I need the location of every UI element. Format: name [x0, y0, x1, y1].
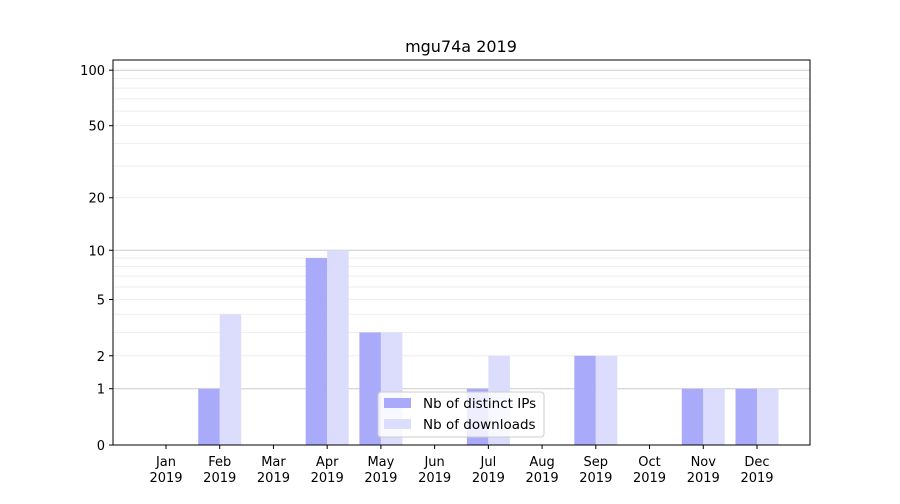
bar-downloads-sep	[595, 355, 618, 445]
x-tick-label-year: 2019	[687, 471, 720, 486]
legend-box	[377, 391, 545, 438]
y-tick-label: 2	[97, 350, 105, 365]
x-tick-label: Apr	[316, 455, 339, 470]
grid	[113, 69, 810, 390]
x-tick-label: Nov	[691, 455, 717, 470]
y-tick-label: 50	[88, 120, 105, 135]
x-tick-label: May	[367, 455, 394, 470]
bar-distinct-ips-apr	[305, 258, 328, 445]
legend-swatch-downloads	[384, 419, 411, 429]
x-tick-label: Jan	[155, 455, 176, 470]
x-tick-label-year: 2019	[203, 471, 236, 486]
x-tick-label: Oct	[638, 455, 660, 470]
legend-swatch-distinct-ips	[384, 398, 411, 408]
legend-label-distinct-ips: Nb of distinct IPs	[423, 396, 536, 412]
x-tick-label-year: 2019	[149, 471, 182, 486]
x-tick-label: Jun	[423, 455, 444, 470]
y-tick-label: 10	[88, 244, 105, 259]
bar-distinct-ips-nov	[681, 388, 704, 445]
chart-title: mgu74a 2019	[405, 37, 517, 56]
legend-label-downloads: Nb of downloads	[423, 417, 536, 433]
x-tick-label-year: 2019	[257, 471, 290, 486]
y-tick-label: 0	[97, 439, 105, 454]
bar-distinct-ips-may	[359, 332, 381, 445]
y-tick-label: 100	[80, 64, 105, 79]
x-tick-label-year: 2019	[472, 471, 505, 486]
x-tick-label: Aug	[529, 455, 554, 470]
x-tick-label-year: 2019	[579, 471, 612, 486]
x-tick-label-year: 2019	[633, 471, 666, 486]
bar-downloads-feb	[219, 314, 242, 445]
x-axis: Jan2019Feb2019Mar2019Apr2019May2019Jun20…	[149, 445, 774, 486]
x-tick-label-year: 2019	[311, 471, 344, 486]
x-tick-label-year: 2019	[526, 471, 559, 486]
bar-distinct-ips-sep	[574, 355, 596, 445]
bar-downloads-nov	[703, 388, 725, 445]
y-tick-label: 5	[97, 293, 105, 308]
bar-distinct-ips-feb	[198, 388, 220, 445]
x-tick-label-year: 2019	[418, 471, 451, 486]
legend: Nb of distinct IPs Nb of downloads	[377, 391, 545, 438]
x-tick-label: Sep	[584, 455, 609, 470]
y-tick-label: 20	[88, 192, 105, 207]
y-tick-label: 1	[97, 383, 105, 398]
x-tick-label: Dec	[744, 455, 769, 470]
x-tick-label: Feb	[208, 455, 231, 470]
x-tick-label-year: 2019	[364, 471, 397, 486]
bar-downloads-dec	[757, 388, 779, 445]
x-tick-label-year: 2019	[740, 471, 773, 486]
bar-distinct-ips-dec	[735, 388, 757, 445]
bar-downloads-apr	[327, 250, 349, 445]
x-tick-label: Jul	[480, 455, 497, 470]
plot-frame	[112, 59, 811, 446]
x-tick-label: Mar	[261, 455, 286, 470]
y-axis: 0 1 2 5 10 20 50 100	[80, 64, 113, 454]
